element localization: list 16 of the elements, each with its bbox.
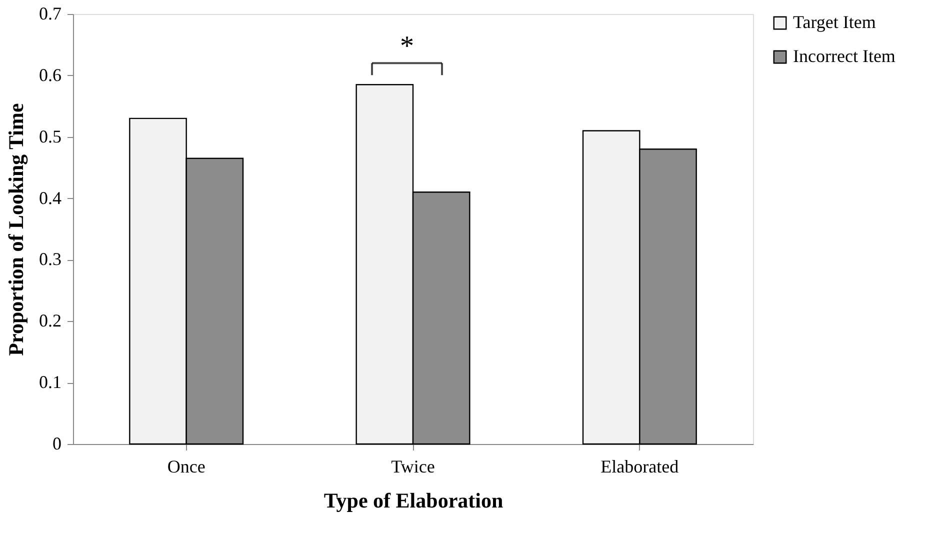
y-tick-label: 0: [52, 434, 62, 454]
y-tick-label: 0.2: [39, 310, 62, 331]
y-tick-label: 0.5: [39, 126, 62, 146]
y-tick-label: 0.7: [39, 4, 62, 24]
y-axis-title: Proportion of Looking Time: [4, 103, 28, 356]
x-axis-title: Type of Elaboration: [324, 488, 504, 512]
y-tick-label: 0.6: [39, 64, 62, 85]
annotation: *: [400, 31, 414, 62]
y-tick-label: 0.4: [39, 188, 62, 208]
x-tick-label: Elaborated: [600, 456, 679, 476]
legend-label: Target Item: [793, 12, 876, 32]
y-tick-label: 0.3: [39, 249, 62, 270]
y-tick-label: 0.1: [39, 372, 62, 392]
x-tick-label: Twice: [391, 456, 435, 476]
x-tick-label: Once: [167, 456, 206, 476]
legend-label: Incorrect Item: [793, 46, 896, 66]
